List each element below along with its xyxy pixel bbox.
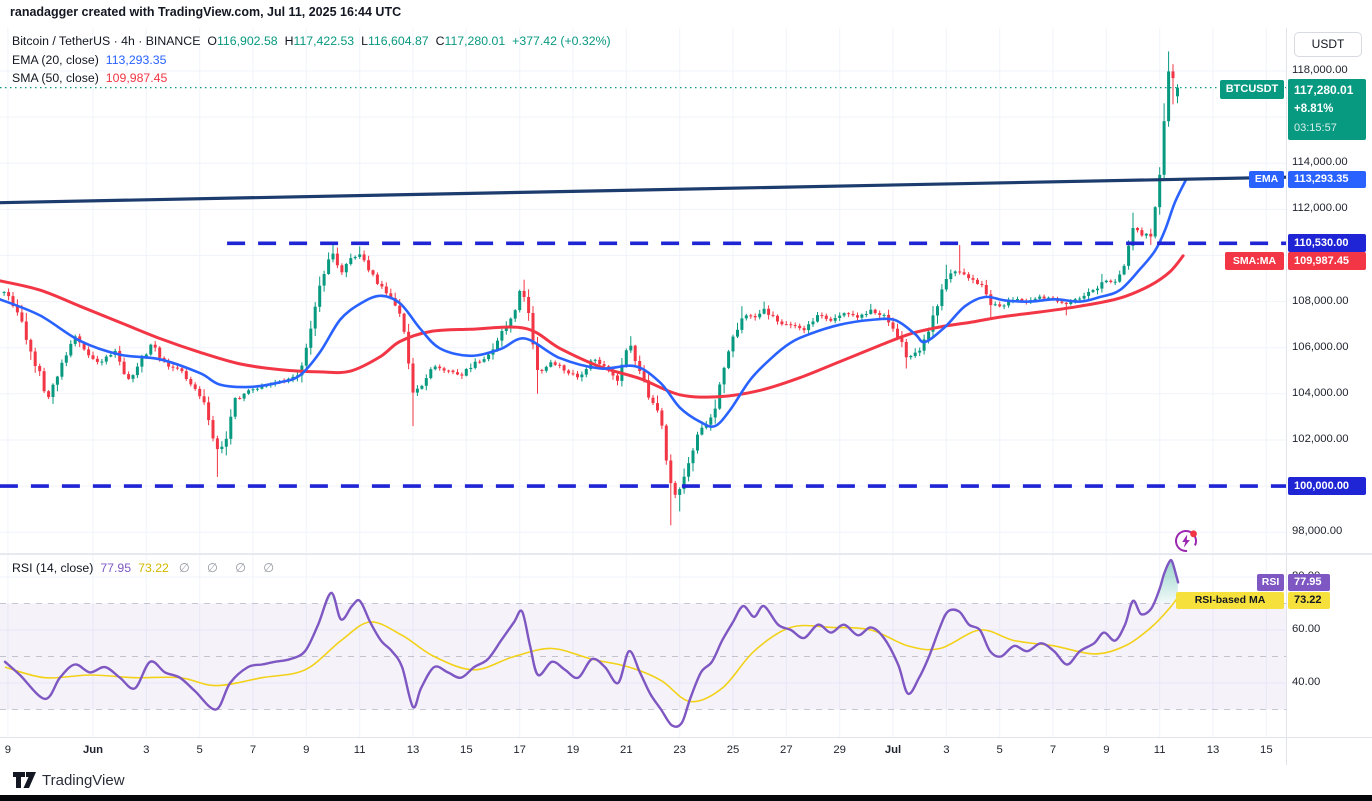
time-axis-label: 9	[1103, 744, 1110, 756]
sma-legend-row[interactable]: SMA (50, close) 109,987.45	[12, 69, 611, 88]
time-axis-label: 17	[513, 744, 526, 756]
price-axis-tick: 106,000.00	[1292, 340, 1349, 353]
attribution-text: ranadagger created with TradingView.com,…	[10, 5, 402, 19]
ema-legend-label[interactable]: EMA (20, close)	[12, 52, 99, 67]
ohlc-values: O116,902.58 H117,422.53 L116,604.87 C117,28…	[200, 34, 505, 48]
rsi-ma-axis-value: 73.22	[1288, 592, 1330, 609]
last-price-box: 117,280.01 +8.81% 03:15:57	[1288, 79, 1366, 140]
time-axis-label: 11	[353, 744, 366, 756]
support-level-tag: 100,000.00	[1288, 477, 1366, 495]
time-axis-label: 9	[303, 744, 310, 756]
time-axis-label: 19	[566, 744, 580, 756]
sma-line-tag: SMA:MA	[1225, 252, 1284, 270]
rsi-ma-line-tag: RSI-based MA	[1176, 592, 1284, 609]
bottom-bar	[0, 795, 1372, 801]
rsi-empty-values: ∅ ∅ ∅ ∅	[178, 561, 281, 575]
price-axis-tick: 98,000.00	[1292, 525, 1343, 538]
symbol-title[interactable]: Bitcoin / TetherUS · 4h · BINANCE	[12, 34, 201, 48]
rsi-legend[interactable]: RSI (14, close) 77.95 73.22 ∅ ∅ ∅ ∅	[12, 561, 281, 575]
ema-legend-row[interactable]: EMA (20, close) 113,293.35	[12, 51, 611, 70]
ema-line-tag: EMA	[1249, 171, 1284, 188]
time-axis-label: 3	[943, 744, 950, 756]
time-axis-label: 7	[1049, 744, 1057, 756]
time-axis-label: 13	[406, 744, 420, 756]
rsi-legend-value: 77.95	[100, 561, 132, 575]
time-axis-label: 15	[1260, 744, 1273, 756]
ohlc-key: L	[361, 34, 368, 48]
time-axis-label: 5	[996, 744, 1003, 756]
price-axis-tick: 114,000.00	[1292, 156, 1348, 169]
symbol-legend-row-main[interactable]: Bitcoin / TetherUS · 4h · BINANCE O116,90…	[12, 32, 611, 51]
rsi-axis-tick: 40.00	[1292, 676, 1321, 688]
time-axis-label: 23	[673, 744, 686, 756]
pane-separator[interactable]	[0, 553, 1372, 555]
time-axis-label: 5	[196, 744, 203, 756]
rsi-line-tag: RSI	[1257, 574, 1284, 591]
time-axis-label: 11	[1153, 744, 1166, 756]
change-value: +377.42 (+0.32%)	[512, 34, 611, 48]
tradingview-brand-text[interactable]: TradingView	[42, 772, 125, 789]
ohlc-key: H	[284, 34, 294, 48]
ema-axis-value: 113,293.35	[1288, 171, 1366, 188]
ohlc-value: 117,280.01	[444, 34, 506, 48]
price-axis-border	[1286, 28, 1287, 765]
time-axis-label: Jun	[82, 744, 104, 756]
ohlc-value: 116,902.58	[216, 34, 278, 48]
currency-unit-button[interactable]: USDT	[1294, 32, 1362, 57]
time-axis-label: 27	[780, 744, 793, 756]
time-axis-label: 15	[460, 744, 473, 756]
candlestick-series	[0, 51, 1286, 526]
resistance-level-tag: 110,530.00	[1288, 234, 1366, 252]
rsi-axis-value: 77.95	[1288, 574, 1330, 591]
symbol-legend: Bitcoin / TetherUS · 4h · BINANCE O116,90…	[12, 32, 611, 88]
ohlc-value: 117,422.53	[293, 34, 355, 48]
time-axis-label: 13	[1206, 744, 1220, 756]
candle-countdown: 03:15:57	[1294, 122, 1337, 134]
sma-legend-label[interactable]: SMA (50, close)	[12, 71, 99, 85]
rsi-axis-tick: 60.00	[1292, 623, 1321, 635]
price-axis-tick: 112,000.00	[1292, 202, 1348, 215]
rsi-series	[3, 558, 1181, 728]
ema-legend-value: 113,293.35	[105, 52, 167, 67]
tradingview-logo-icon[interactable]	[12, 771, 38, 790]
time-axis-label: 3	[143, 744, 150, 756]
sma-legend-value: 109,987.45	[105, 71, 168, 85]
rsi-legend-label[interactable]: RSI (14, close)	[12, 561, 94, 575]
time-axis-label: 29	[833, 744, 846, 756]
time-axis-label: 9	[4, 744, 12, 756]
price-axis-tick: 104,000.00	[1292, 386, 1349, 399]
rsi-ma-legend-value: 73.22	[138, 561, 169, 575]
price-axis-tick: 118,000.00	[1292, 64, 1348, 76]
price-axis-tick: 102,000.00	[1292, 432, 1349, 445]
time-axis-label: Jul	[884, 744, 902, 756]
footer: TradingView	[0, 765, 1372, 795]
last-price-value: 117,280.01	[1294, 83, 1354, 97]
ohlc-value: 116,604.87	[368, 34, 429, 48]
time-axis-label: 21	[620, 744, 633, 756]
ohlc-key: C	[435, 34, 445, 48]
price-axis-tick: 108,000.00	[1292, 294, 1349, 307]
flash-badge-icon[interactable]	[1173, 528, 1200, 555]
last-price-change-pct: +8.81%	[1294, 103, 1334, 115]
ohlc-key: O	[207, 34, 217, 48]
time-axis-border	[0, 737, 1372, 738]
time-axis-label: 25	[726, 744, 740, 756]
time-axis-label: 7	[249, 744, 257, 756]
symbol-price-tag: BTCUSDT	[1220, 80, 1284, 99]
sma-axis-value: 109,987.45	[1288, 252, 1366, 270]
